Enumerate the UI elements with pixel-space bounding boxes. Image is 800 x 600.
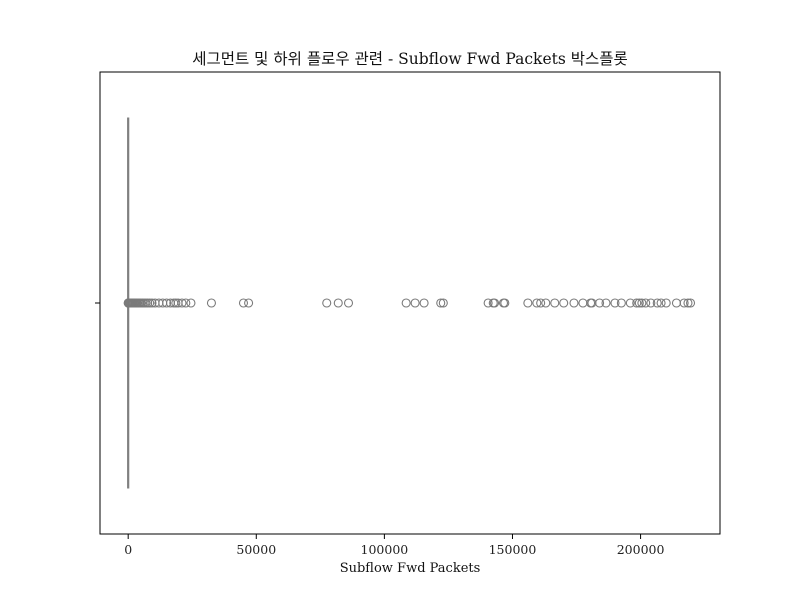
outlier-point <box>244 298 254 308</box>
outlier-point <box>634 298 644 308</box>
outlier-point <box>661 298 671 308</box>
outlier-point <box>145 298 155 308</box>
x-axis-label: Subflow Fwd Packets <box>340 561 481 576</box>
outlier-point <box>616 298 626 308</box>
outlier-point <box>419 298 429 308</box>
x-tick-label: 200000 <box>617 542 665 557</box>
outlier-point <box>610 298 620 308</box>
outlier-point <box>683 298 693 308</box>
outlier-point <box>656 298 666 308</box>
x-tick-label: 0 <box>124 542 132 557</box>
outlier-point <box>641 298 651 308</box>
outlier-point <box>536 298 546 308</box>
outlier-point <box>500 298 510 308</box>
outlier-point <box>483 298 493 308</box>
chart-title: 세그먼트 및 하위 플로우 관련 - Subflow Fwd Packets 박… <box>192 50 628 68</box>
outlier-point <box>578 298 588 308</box>
outlier-point <box>162 298 172 308</box>
outlier-point <box>343 298 354 308</box>
outlier-point <box>550 298 560 308</box>
outlier-point <box>410 298 420 308</box>
outlier-point <box>186 298 196 308</box>
outlier-point <box>206 298 216 308</box>
x-tick-label: 150000 <box>489 542 537 557</box>
outlier-point <box>632 298 642 308</box>
outlier-point <box>595 298 605 308</box>
outlier-point <box>177 298 187 308</box>
outlier-point <box>637 298 647 308</box>
outlier-point <box>333 298 343 308</box>
x-axis-ticks: 0 50000 100000 150000 200000 <box>124 534 664 557</box>
x-tick-label: 100000 <box>361 542 409 557</box>
outlier-point <box>438 298 448 308</box>
outlier-point <box>569 298 579 308</box>
outlier-point <box>489 298 500 308</box>
outlier-point <box>238 298 249 308</box>
chart-marks <box>123 117 696 489</box>
outlier-point <box>436 298 446 308</box>
outlier-point <box>679 298 689 308</box>
outlier-point <box>652 298 662 308</box>
outlier-point <box>171 298 181 308</box>
outlier-point <box>322 298 332 308</box>
outlier-point <box>147 298 157 308</box>
outlier-point <box>625 298 635 308</box>
outlier-point <box>541 298 551 308</box>
outlier-point <box>559 298 569 308</box>
outlier-point <box>685 298 696 308</box>
outlier-point <box>523 298 533 308</box>
x-tick-label: 50000 <box>236 542 276 557</box>
outlier-point <box>671 298 681 308</box>
outlier-point <box>532 298 542 308</box>
outlier-point <box>601 298 611 308</box>
outlier-point <box>181 298 191 308</box>
outlier-point <box>646 298 656 308</box>
outlier-point <box>401 298 411 308</box>
